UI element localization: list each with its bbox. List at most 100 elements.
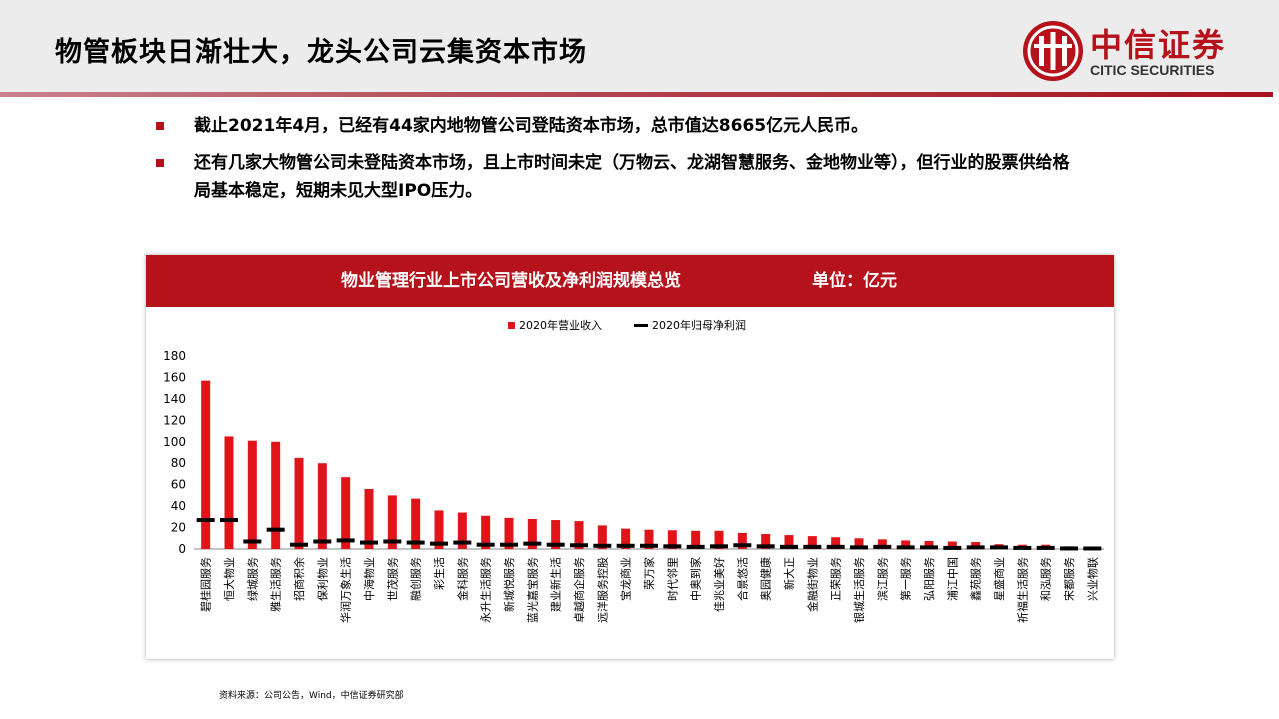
revenue-bar bbox=[877, 539, 887, 549]
x-tick-label: 荣万家 bbox=[642, 557, 656, 590]
chart-panel-unit: 单位：亿元 bbox=[812, 271, 897, 291]
revenue-bar bbox=[317, 463, 327, 549]
x-tick-label: 正荣服务 bbox=[830, 557, 843, 601]
x-tick-label: 金融街物业 bbox=[805, 557, 819, 612]
y-tick-label: 120 bbox=[163, 413, 186, 427]
profit-marker bbox=[546, 542, 565, 547]
profit-marker bbox=[1083, 546, 1102, 551]
x-tick-label: 合景悠活 bbox=[735, 557, 749, 601]
revenue-bar bbox=[924, 540, 934, 549]
profit-marker bbox=[686, 544, 705, 549]
x-tick-label: 新大正 bbox=[782, 557, 796, 590]
profit-marker bbox=[663, 544, 682, 549]
revenue-bar bbox=[341, 477, 351, 549]
x-tick-label: 时代邻里 bbox=[666, 557, 679, 601]
y-tick-label: 60 bbox=[171, 478, 186, 492]
x-tick-label: 建业新生活 bbox=[549, 557, 563, 612]
revenue-bar bbox=[387, 495, 397, 549]
x-tick-label: 奥园健康 bbox=[759, 557, 773, 601]
x-tick-label: 第一服务 bbox=[899, 557, 913, 601]
revenue-bar bbox=[457, 512, 467, 549]
profit-marker bbox=[523, 541, 542, 546]
x-tick-label: 远洋服务控股 bbox=[595, 557, 609, 623]
x-tick-label: 蓝光嘉宝服务 bbox=[525, 557, 539, 623]
x-tick-label: 融创服务 bbox=[410, 557, 423, 601]
profit-marker bbox=[336, 538, 355, 543]
x-tick-label: 鑫苑服务 bbox=[969, 557, 983, 601]
bullet-square-icon bbox=[156, 159, 164, 167]
revenue-bar bbox=[807, 536, 817, 549]
y-tick-label: 20 bbox=[171, 521, 186, 535]
profit-marker bbox=[1060, 546, 1078, 551]
revenue-bar bbox=[364, 488, 374, 549]
profit-marker bbox=[1013, 545, 1032, 550]
profit-marker bbox=[430, 541, 448, 546]
revenue-profit-chart: 2020年营业收入 2020年归母净利润 0 20 40 60 80 100 120 140 160… bbox=[163, 318, 1104, 623]
revenue-bar bbox=[481, 515, 491, 549]
revenue-bar bbox=[597, 525, 607, 549]
header-divider bbox=[0, 92, 1273, 97]
profit-marker bbox=[803, 544, 822, 549]
profit-marker bbox=[616, 543, 635, 548]
profit-marker bbox=[710, 544, 728, 549]
x-tick-label: 滨江服务 bbox=[875, 557, 889, 601]
revenue-bar bbox=[504, 517, 514, 549]
profit-marker bbox=[500, 542, 518, 547]
revenue-bar bbox=[737, 532, 747, 549]
profit-marker bbox=[733, 543, 752, 548]
revenue-bar bbox=[434, 510, 444, 549]
profit-marker bbox=[873, 544, 892, 549]
y-tick-label: 140 bbox=[163, 392, 186, 406]
x-tick-label: 兴业物联 bbox=[1085, 557, 1099, 601]
x-tick-label: 彩生活 bbox=[432, 557, 446, 590]
profit-marker bbox=[360, 540, 378, 545]
profit-marker bbox=[220, 518, 238, 523]
revenue-bar bbox=[644, 529, 654, 549]
citic-logo: 中信证券 CITIC SECURITIES bbox=[1022, 18, 1262, 84]
chart-panel: 物业管理行业上市公司营收及净利润规模总览 单位：亿元 2020年营业收入 2020… bbox=[146, 255, 1114, 659]
profit-marker bbox=[966, 545, 985, 550]
profit-marker bbox=[756, 544, 775, 549]
revenue-bar bbox=[247, 440, 257, 549]
x-tick-label: 世茂服务 bbox=[385, 557, 399, 601]
profit-marker bbox=[896, 545, 915, 550]
bullet-text: 还有几家大物管公司未登陆资本市场，且上市时间未定（万物云、龙湖智慧服务、金地物业… bbox=[194, 153, 1070, 201]
source-note: 资料来源：公司公告，Wind，中信证券研究部 bbox=[219, 691, 404, 701]
revenue-bar bbox=[224, 436, 234, 549]
x-tick-label: 华润万象生活 bbox=[339, 557, 353, 623]
page-title: 物管板块日渐壮大，龙头公司云集资本市场 bbox=[55, 37, 587, 68]
revenue-bar bbox=[901, 540, 911, 549]
x-tick-label: 卓越商企服务 bbox=[572, 557, 586, 623]
revenue-bar bbox=[691, 530, 701, 549]
revenue-bar bbox=[527, 518, 537, 549]
profit-marker bbox=[383, 539, 402, 544]
profit-marker bbox=[406, 540, 425, 545]
profit-marker bbox=[290, 542, 308, 547]
x-tick-label: 保利物业 bbox=[315, 557, 329, 601]
x-tick-label: 和泓服务 bbox=[1039, 557, 1053, 601]
citic-emblem-icon bbox=[1023, 21, 1083, 81]
x-tick-label: 星盛商业 bbox=[992, 557, 1006, 601]
revenue-bar bbox=[294, 457, 304, 549]
x-tick-label: 银城生活服务 bbox=[852, 557, 866, 623]
x-tick-label: 佳兆业美好 bbox=[712, 557, 726, 612]
revenue-bar bbox=[784, 535, 794, 549]
profit-marker bbox=[476, 542, 495, 547]
x-tick-label: 宋都服务 bbox=[1062, 557, 1076, 601]
revenue-bar bbox=[714, 530, 724, 549]
legend-swatch-revenue bbox=[508, 322, 515, 329]
profit-marker bbox=[943, 545, 962, 550]
profit-marker bbox=[780, 544, 798, 549]
revenue-bar bbox=[574, 521, 584, 549]
bullet-text: 截止2021年4月，已经有44家内地物管公司登陆资本市场，总市值达8665亿元人… bbox=[194, 116, 869, 136]
profit-marker bbox=[920, 545, 938, 550]
legend-label-revenue: 2020年营业收入 bbox=[519, 318, 602, 332]
x-tick-label: 祈福生活服务 bbox=[1015, 557, 1029, 623]
legend-label-profit: 2020年归母净利润 bbox=[652, 318, 746, 332]
profit-marker bbox=[570, 543, 588, 548]
profit-marker bbox=[850, 545, 868, 550]
x-tick-label: 浦江中国 bbox=[946, 557, 959, 601]
profit-marker bbox=[640, 543, 658, 548]
x-tick-label: 中海物业 bbox=[362, 557, 376, 601]
y-tick-label: 0 bbox=[178, 542, 186, 556]
